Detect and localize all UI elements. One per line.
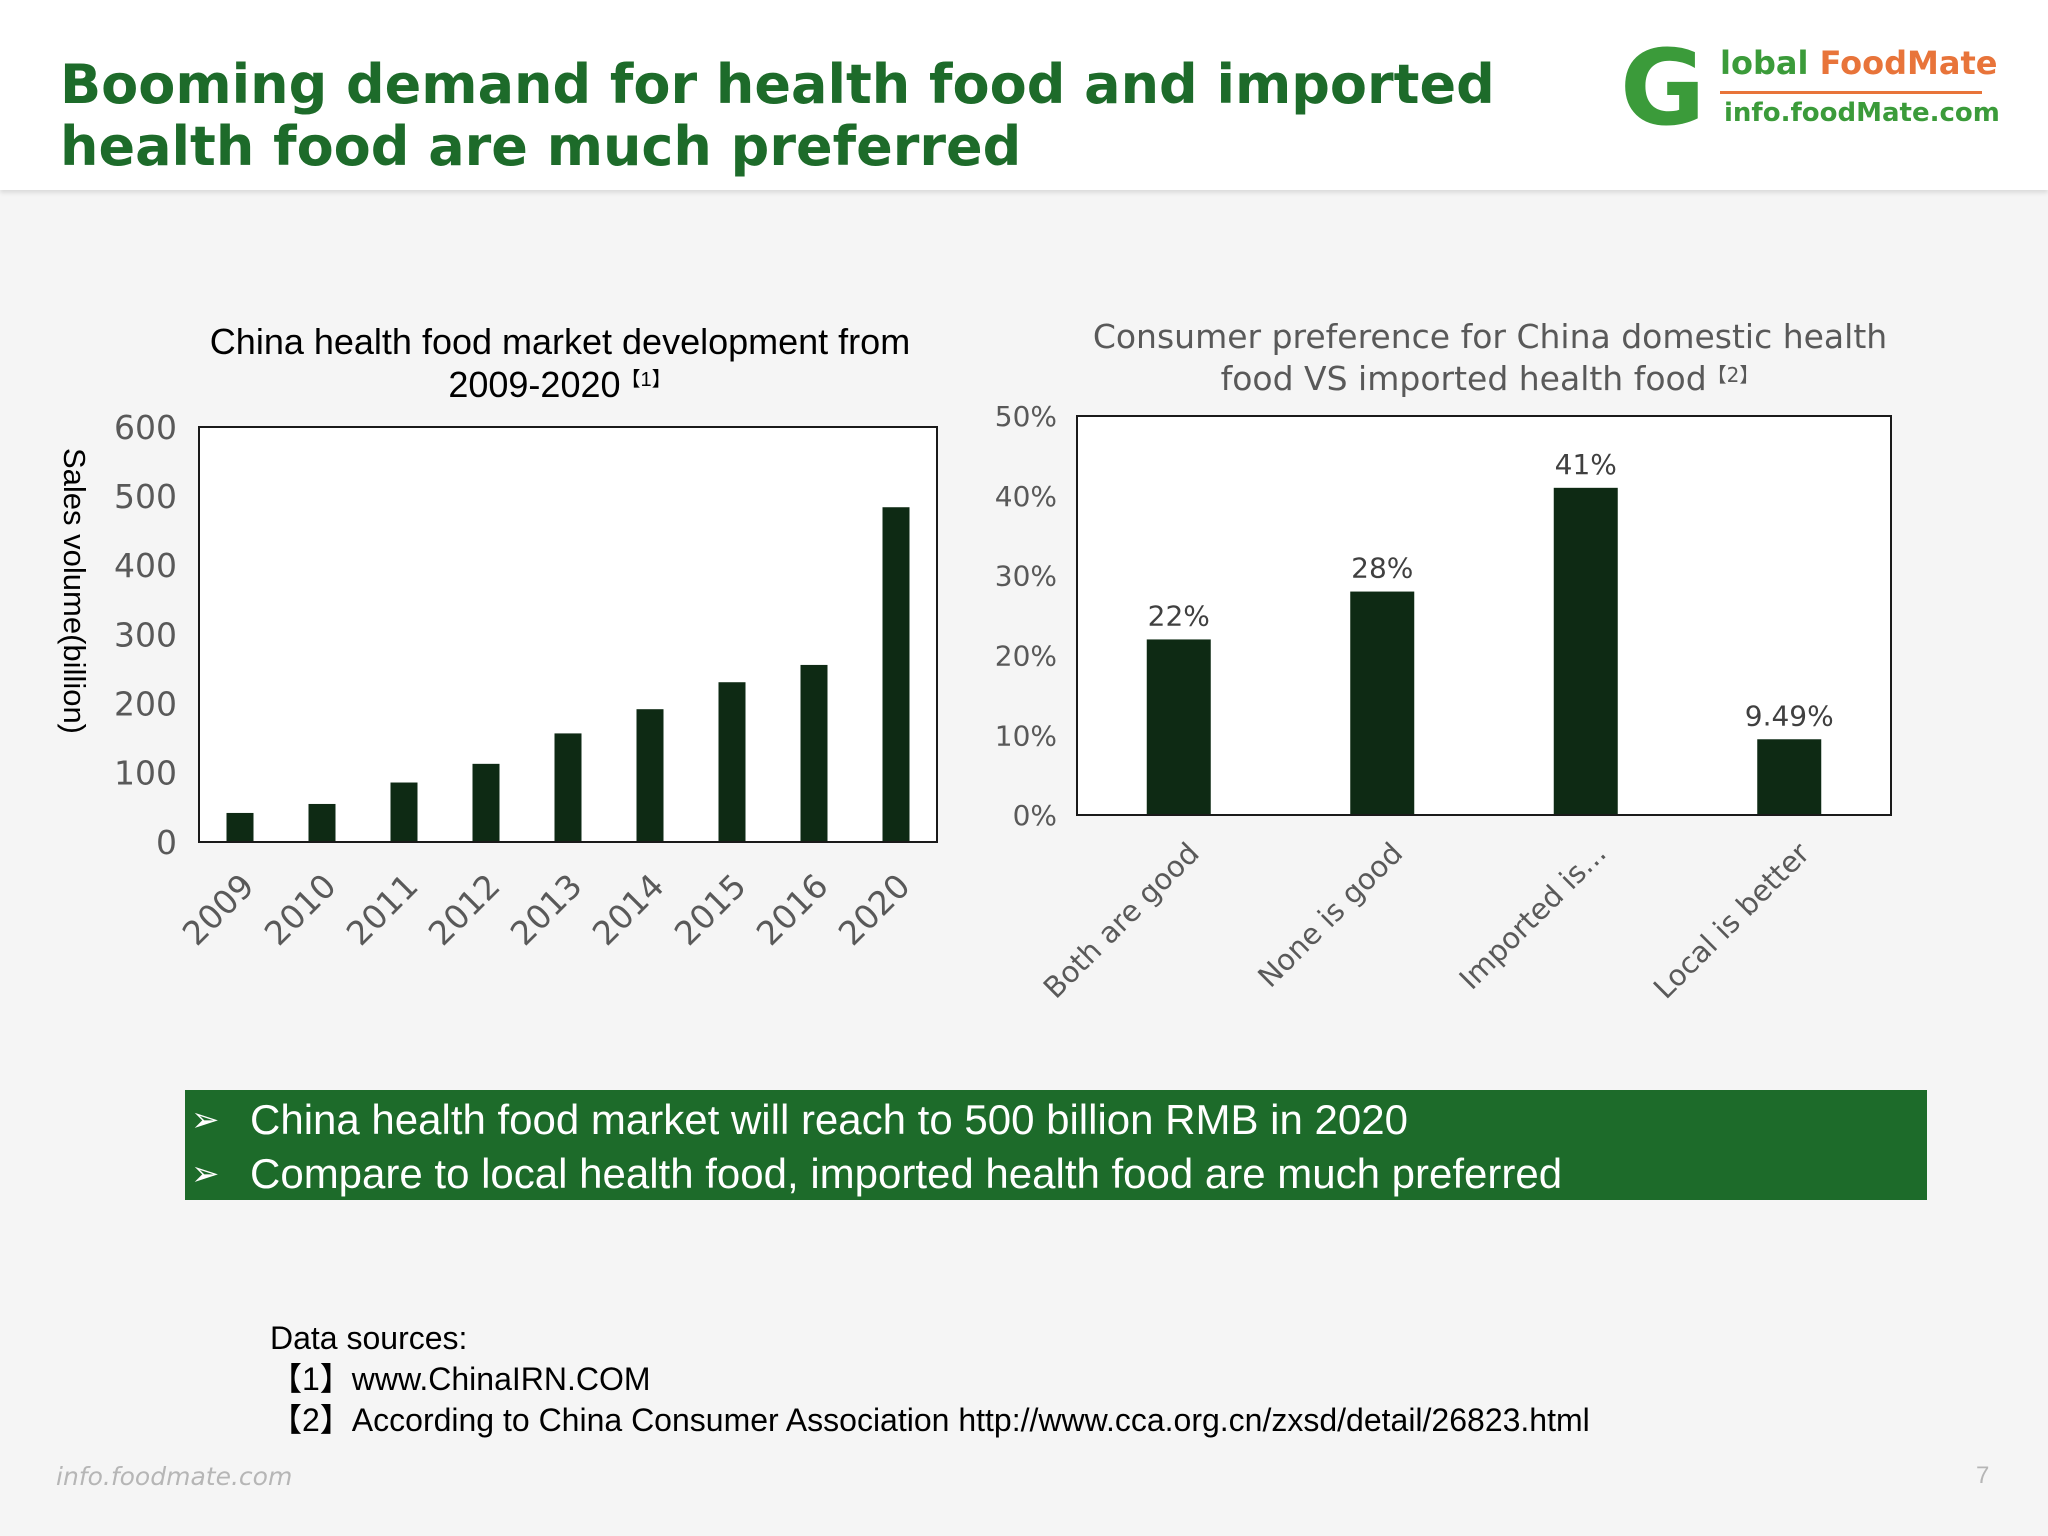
chart2-bar xyxy=(1757,739,1822,815)
chart1-y-tick-label: 400 xyxy=(114,546,177,585)
chart2-x-tick-label: Imported is... xyxy=(1453,836,1613,996)
chart1-bar xyxy=(718,682,746,842)
chart1-bar xyxy=(636,709,664,842)
chart1-y-tick-label: 200 xyxy=(114,685,177,724)
slide-header: Booming demand for health food and impor… xyxy=(0,0,2048,190)
callout-text-2: Compare to local health food, imported h… xyxy=(250,1150,1563,1197)
callout-bullet-2: ➢ Compare to local health food, imported… xyxy=(185,1148,1927,1200)
chart2-data-label: 22% xyxy=(1148,599,1210,632)
chart2-plot-frame xyxy=(1076,415,1892,816)
chart2-x-tick-label: Local is better xyxy=(1647,836,1816,1005)
chart2-y-tick-label: 40% xyxy=(995,480,1057,513)
chart1-y-tick-label: 0 xyxy=(156,823,177,862)
key-findings-callout: ➢ China health food market will reach to… xyxy=(185,1090,1927,1200)
page-number: 7 xyxy=(1976,1462,1990,1489)
chart2-y-tick-label: 30% xyxy=(995,560,1057,593)
callout-text-1: China health food market will reach to 5… xyxy=(250,1096,1408,1143)
chart2-y-tick-label: 0% xyxy=(1013,799,1057,832)
chart1-title-line2: 2009-2020 xyxy=(448,364,621,405)
source-item-2: 【2】According to China Consumer Associati… xyxy=(270,1402,1590,1438)
chart2-title-line1: Consumer preference for China domestic h… xyxy=(1092,317,1888,356)
chart1-y-tick-label: 100 xyxy=(114,754,177,793)
slide-title: Booming demand for health food and impor… xyxy=(60,53,1495,178)
chart1-y-tick-label: 600 xyxy=(114,408,177,447)
arrow-bullet-icon: ➢ xyxy=(191,1100,220,1140)
chart2-title-ref: 【2】 xyxy=(1706,363,1760,387)
chart2-bar xyxy=(1350,591,1415,815)
chart1-bar xyxy=(226,812,254,842)
chart1-bar xyxy=(390,782,418,842)
callout-bullet-1: ➢ China health food market will reach to… xyxy=(185,1094,1927,1146)
logo-word-global: lobal xyxy=(1720,44,1809,82)
chart2-bar xyxy=(1146,639,1211,815)
chart1-bar xyxy=(554,733,582,842)
sales-volume-bar-chart: 2009201020112012201320142015201620200100… xyxy=(57,408,938,953)
chart1-title-line1: China health food market development fro… xyxy=(209,321,911,362)
logo-url: info.foodMate.com xyxy=(1724,98,2000,128)
logo-divider xyxy=(1720,91,1982,94)
chart2-plot-area xyxy=(1077,416,1891,815)
chart1-bar xyxy=(882,507,910,842)
logo-word-foodmate: FoodMate xyxy=(1819,44,1998,82)
chart2-y-tick-label: 50% xyxy=(995,400,1057,433)
chart2-x-tick-label: None is good xyxy=(1251,836,1409,994)
footer-url: info.foodmate.com xyxy=(56,1462,293,1491)
chart1-bar xyxy=(472,763,500,842)
chart2-data-label: 41% xyxy=(1555,448,1617,481)
chart2-title-line2: food VS imported health food xyxy=(1220,359,1707,398)
chart2-y-tick-label: 20% xyxy=(995,639,1057,672)
chart1-title-ref: 【1】 xyxy=(620,369,672,391)
chart2-data-label: 28% xyxy=(1351,552,1413,585)
chart2-data-label: 9.49% xyxy=(1745,699,1834,732)
data-sources: Data sources: 【1】www.ChinaIRN.COM 【2】Acc… xyxy=(270,1318,1590,1441)
arrow-bullet-icon: ➢ xyxy=(191,1154,220,1194)
chart2-y-tick-label: 10% xyxy=(995,719,1057,752)
sources-heading: Data sources: xyxy=(270,1320,468,1356)
chart1-bar xyxy=(800,664,828,842)
logo-g-mark: G xyxy=(1620,27,1706,149)
chart2-bar xyxy=(1553,487,1618,815)
chart1-plot-frame xyxy=(198,426,938,843)
chart1-y-tick-label: 300 xyxy=(114,615,177,654)
chart1-bar xyxy=(308,803,336,842)
chart1-title: China health food market development fro… xyxy=(150,320,970,406)
chart1-y-tick-label: 500 xyxy=(114,477,177,516)
logo-wordmark: lobal FoodMate xyxy=(1720,44,1997,82)
chart2-x-tick-label: Both are good xyxy=(1037,836,1206,1005)
consumer-preference-bar-chart: 22% Both are good 28% None is good 41% Import… xyxy=(995,400,1892,1005)
source-item-1: 【1】www.ChinaIRN.COM xyxy=(270,1361,651,1397)
globalfoodmate-logo: G lobal FoodMate info.foodMate.com xyxy=(1620,27,2000,149)
chart2-title: Consumer preference for China domestic h… xyxy=(1040,316,1940,400)
chart1-y-axis-label: Sales volume(billion) xyxy=(57,448,92,734)
